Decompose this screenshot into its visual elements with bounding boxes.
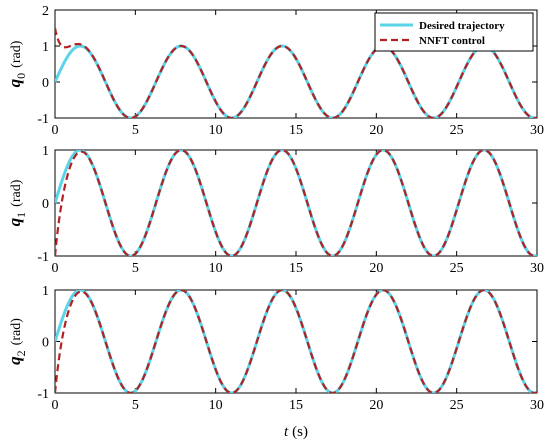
y-axis-label: q1 (rad) bbox=[5, 179, 28, 226]
y-tick-label: 2 bbox=[42, 4, 49, 19]
y-axis-unit: (rad) bbox=[9, 179, 24, 207]
series-nnft-control bbox=[55, 290, 537, 393]
y-tick-label: -1 bbox=[37, 387, 49, 402]
y-axis-var: q bbox=[5, 356, 24, 365]
x-tick-label: 30 bbox=[530, 261, 544, 276]
x-tick-label: 15 bbox=[289, 261, 303, 276]
x-tick-label: 0 bbox=[52, 398, 59, 413]
legend-label: Desired trajectory bbox=[419, 20, 505, 32]
x-axis-unit: (s) bbox=[292, 424, 308, 440]
series-nnft-control bbox=[55, 150, 537, 256]
legend-box bbox=[374, 12, 534, 52]
y-axis-subscript: 0 bbox=[14, 73, 28, 79]
x-tick-label: 20 bbox=[369, 261, 383, 276]
x-tick-label: 25 bbox=[450, 398, 464, 413]
x-tick-label: 5 bbox=[132, 123, 139, 138]
x-tick-label: 30 bbox=[530, 398, 544, 413]
x-axis-label: t (s) bbox=[284, 424, 308, 440]
x-tick-label: 20 bbox=[369, 398, 383, 413]
x-tick-label: 10 bbox=[209, 123, 223, 138]
y-tick-label: 0 bbox=[42, 197, 49, 212]
y-axis-label: q2 (rad) bbox=[5, 318, 28, 365]
x-tick-label: 0 bbox=[52, 261, 59, 276]
y-tick-label: 0 bbox=[42, 336, 49, 351]
x-tick-label: 15 bbox=[289, 123, 303, 138]
x-tick-label: 25 bbox=[450, 261, 464, 276]
y-axis-label: q0 (rad) bbox=[5, 40, 28, 87]
y-tick-label: 1 bbox=[42, 40, 49, 55]
y-axis-subscript: 1 bbox=[14, 212, 28, 218]
x-tick-label: 5 bbox=[132, 398, 139, 413]
y-axis-var: q bbox=[5, 78, 24, 87]
x-tick-label: 15 bbox=[289, 398, 303, 413]
y-tick-label: 0 bbox=[42, 76, 49, 91]
x-tick-label: 20 bbox=[369, 123, 383, 138]
x-tick-label: 25 bbox=[450, 123, 464, 138]
x-tick-label: 10 bbox=[209, 398, 223, 413]
y-tick-label: 1 bbox=[42, 284, 49, 299]
x-tick-label: 30 bbox=[530, 123, 544, 138]
series-nnft-control bbox=[55, 27, 537, 118]
legend: Desired trajectory NNFT control bbox=[374, 12, 534, 52]
legend-label: NNFT control bbox=[419, 35, 485, 47]
y-axis-subscript: 2 bbox=[14, 350, 28, 356]
y-tick-label: 1 bbox=[42, 144, 49, 159]
y-tick-label: -1 bbox=[37, 112, 49, 127]
x-tick-label: 0 bbox=[52, 123, 59, 138]
y-axis-unit: (rad) bbox=[9, 40, 24, 68]
x-tick-label: 10 bbox=[209, 261, 223, 276]
x-axis-var: t bbox=[284, 424, 289, 440]
y-axis-var: q bbox=[5, 217, 24, 226]
y-axis-unit: (rad) bbox=[9, 318, 24, 346]
x-tick-label: 5 bbox=[132, 261, 139, 276]
y-tick-label: -1 bbox=[37, 250, 49, 265]
series-desired-trajectory bbox=[55, 150, 537, 256]
